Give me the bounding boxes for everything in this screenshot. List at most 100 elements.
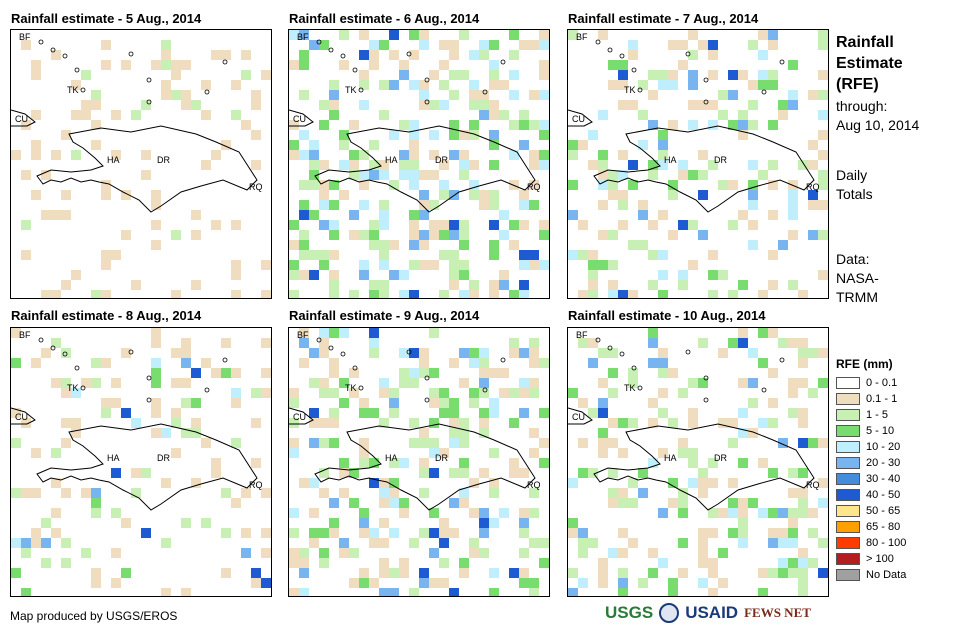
island-outline [74,365,80,371]
rainfall-cell [499,270,509,280]
island-outline [62,53,68,59]
rainfall-cell [61,130,71,140]
rainfall-cell [329,100,339,110]
rainfall-cell [81,110,91,120]
rainfall-cell [389,240,399,250]
rainfall-cell [439,100,449,110]
rainfall-cell [818,110,828,120]
rainfall-cell [31,140,41,150]
rainfall-cell [449,438,459,448]
rainfall-cell [818,90,828,100]
rainfall-cell [379,518,389,528]
rainfall-cell [598,558,608,568]
rainfall-cell [31,528,41,538]
rainfall-cell [251,418,261,428]
rainfall-cell [379,220,389,230]
rainfall-cell [459,378,469,388]
rainfall-cell [349,388,359,398]
rainfall-cell [61,418,71,428]
rainfall-cell [728,70,738,80]
rainfall-cell [578,548,588,558]
rainfall-cell [818,30,828,40]
map-panel-1: BF TK CU HA DR RQ [10,29,272,299]
rainfall-cell [529,338,539,348]
rainfall-cell [489,80,499,90]
rainfall-cell [788,488,798,498]
rainfall-cell [459,428,469,438]
rainfall-cell [319,40,329,50]
rainfall-cell [111,578,121,588]
island-outline [328,345,334,351]
rainfall-cell [638,488,648,498]
rainfall-cell [151,338,161,348]
rainfall-cell [748,40,758,50]
rainfall-cell [101,180,111,190]
rainfall-cell [648,418,658,428]
rainfall-cell [738,538,748,548]
rainfall-cell [309,270,319,280]
rainfall-cell [161,538,171,548]
rainfall-cell [299,558,309,568]
rainfall-cell [778,508,788,518]
rainfall-cell [728,498,738,508]
rainfall-cell [738,428,748,438]
island-outline [128,51,134,57]
rainfall-cell [329,528,339,538]
rainfall-cell [101,60,111,70]
rainfall-cell [658,408,668,418]
rainfall-cell [568,180,578,190]
rainfall-cell [21,488,31,498]
rainfall-cell [21,170,31,180]
rainfall-cell [399,368,409,378]
rainfall-cell [51,478,61,488]
rainfall-cell [808,230,818,240]
rainfall-cell [191,418,201,428]
rainfall-cell [519,548,529,558]
rainfall-cell [389,270,399,280]
rainfall-cell [738,508,748,518]
rainfall-cell [359,438,369,448]
rainfall-cell [409,538,419,548]
rainfall-cell [499,80,509,90]
legend-swatch [836,553,860,565]
rainfall-cell [221,338,231,348]
rainfall-cell [718,180,728,190]
rainfall-cell [648,160,658,170]
rainfall-cell [251,578,261,588]
rainfall-cell [598,170,608,180]
island-outline [482,89,488,95]
rainfall-cell [261,388,271,398]
island-outline [761,387,767,393]
rainfall-cell [349,230,359,240]
rainfall-cell [618,498,628,508]
rainfall-cell [618,448,628,458]
rainfall-cell [708,458,718,468]
rainfall-cell [469,538,479,548]
rainfall-cell [648,398,658,408]
rainfall-cell [818,150,828,160]
rainfall-cell [469,290,479,298]
rainfall-cell [798,408,808,418]
rainfall-cell [598,378,608,388]
rainfall-cell [71,388,81,398]
rainfall-cell [539,160,549,170]
legend-row: > 100 [836,551,906,567]
rainfall-cell [708,290,718,298]
rainfall-cell [319,180,329,190]
rainfall-cell [299,478,309,488]
rainfall-cell [51,528,61,538]
rainfall-cell [191,100,201,110]
legend-items: 0 - 0.1 0.1 - 1 1 - 5 5 - 10 10 - 20 20 - 30 3… [836,375,906,583]
rainfall-cell [808,348,818,358]
rainfall-cell [319,488,329,498]
rainfall-cell [369,60,379,70]
rainfall-cell [658,140,668,150]
rainfall-cell [309,438,319,448]
rainfall-cell [309,250,319,260]
rainfall-cell [788,518,798,528]
rainfall-cell [479,418,489,428]
rainfall-cell [469,548,479,558]
rainfall-cell [529,578,539,588]
rainfall-cell [768,30,778,40]
rainfall-cell [509,30,519,40]
